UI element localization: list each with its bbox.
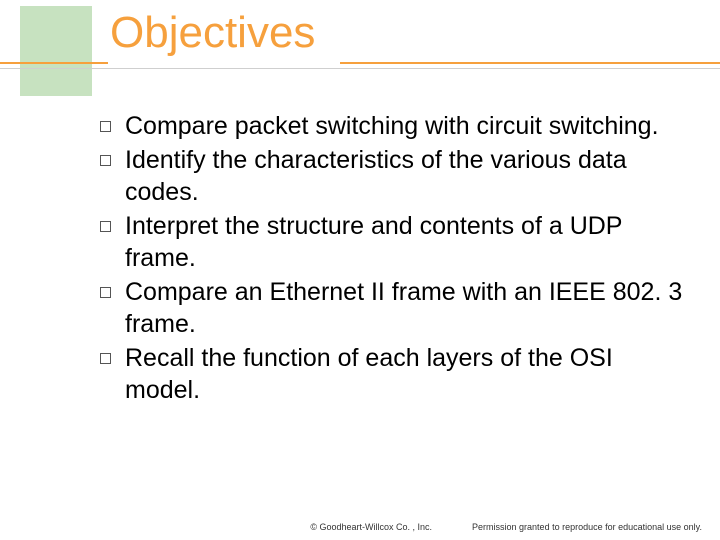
list-item: Recall the function of each layers of th… xyxy=(100,342,685,406)
list-item: Interpret the structure and contents of … xyxy=(100,210,685,274)
rule-orange-left xyxy=(0,62,108,64)
list-item-text: Compare an Ethernet II frame with an IEE… xyxy=(125,276,685,340)
rule-orange-right xyxy=(340,62,720,64)
list-item: Compare packet switching with circuit sw… xyxy=(100,110,685,142)
square-bullet-icon xyxy=(100,155,111,166)
list-item: Identify the characteristics of the vari… xyxy=(100,144,685,208)
list-item-text: Compare packet switching with circuit sw… xyxy=(125,110,659,142)
square-bullet-icon xyxy=(100,121,111,132)
list-item-text: Identify the characteristics of the vari… xyxy=(125,144,685,208)
footer: © Goodheart-Willcox Co. , Inc. Permissio… xyxy=(0,522,720,532)
list-item-text: Interpret the structure and contents of … xyxy=(125,210,685,274)
list-item-text: Recall the function of each layers of th… xyxy=(125,342,685,406)
square-bullet-icon xyxy=(100,287,111,298)
objectives-list: Compare packet switching with circuit sw… xyxy=(100,110,685,408)
rule-gray xyxy=(0,68,720,69)
footer-permission: Permission granted to reproduce for educ… xyxy=(472,522,702,532)
footer-copyright: © Goodheart-Willcox Co. , Inc. xyxy=(310,522,432,532)
square-bullet-icon xyxy=(100,353,111,364)
square-bullet-icon xyxy=(100,221,111,232)
list-item: Compare an Ethernet II frame with an IEE… xyxy=(100,276,685,340)
slide-title: Objectives xyxy=(110,8,315,58)
accent-block xyxy=(20,6,92,96)
